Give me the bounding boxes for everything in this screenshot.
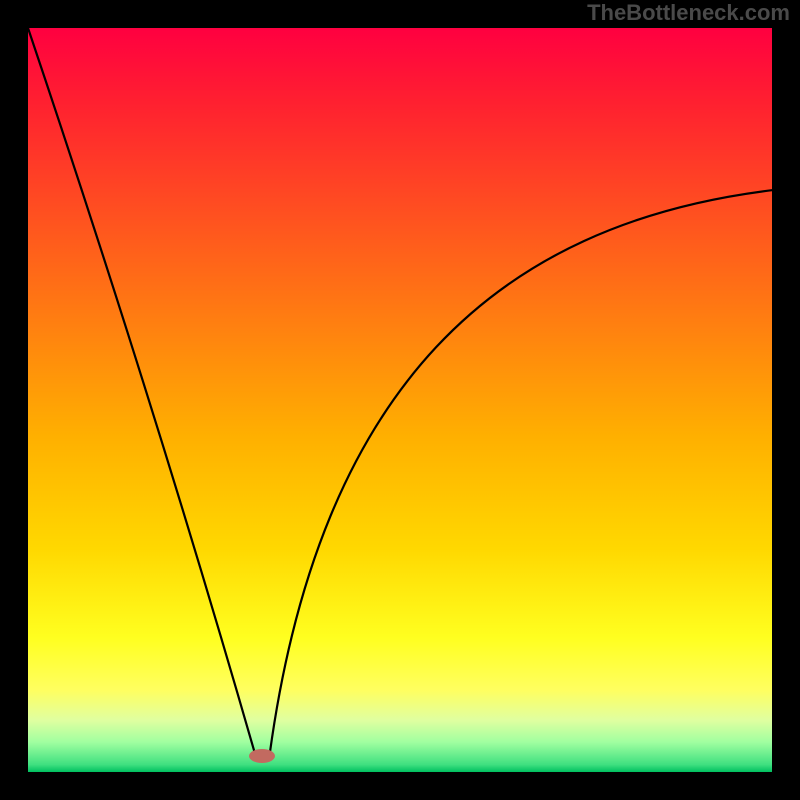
curve-left-branch <box>28 28 255 753</box>
curve-svg <box>28 28 772 772</box>
watermark-text: TheBottleneck.com <box>587 0 790 26</box>
curve-right-branch <box>270 190 772 753</box>
chart-container: TheBottleneck.com <box>0 0 800 800</box>
plot-area <box>28 28 772 772</box>
minimum-marker <box>249 749 275 763</box>
